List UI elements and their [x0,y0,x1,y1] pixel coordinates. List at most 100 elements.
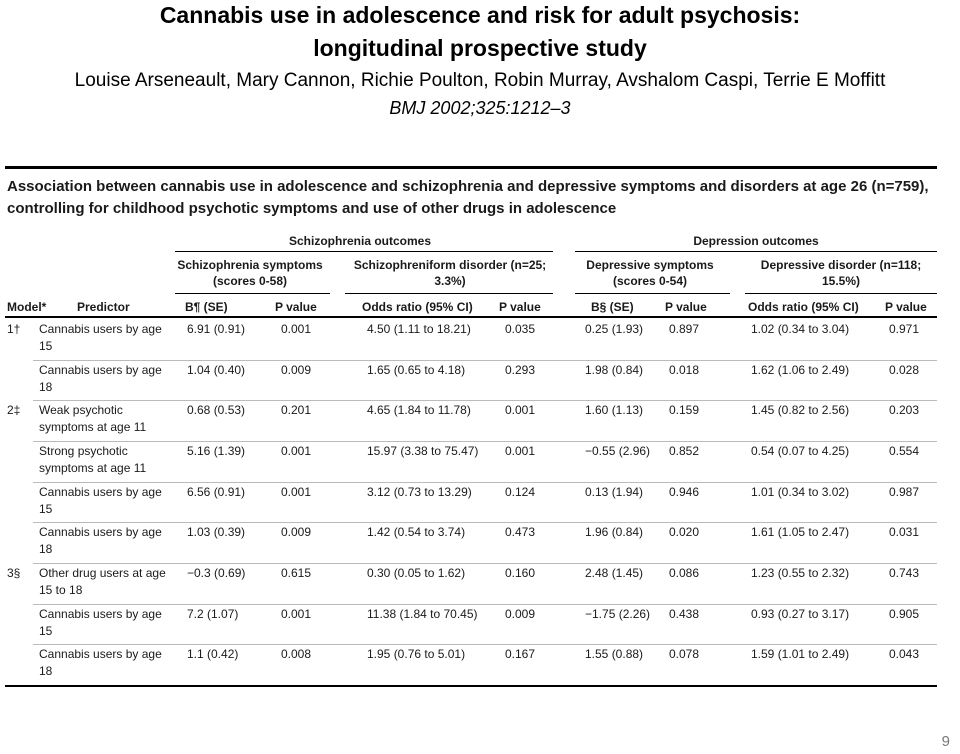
value-cell: 4.65 (1.84 to 11.78) [367,403,471,417]
value-cell: 0.009 [281,363,312,377]
table-top-rule [5,166,937,169]
value-cell: 0.167 [505,647,536,661]
value-cell: 0.001 [505,444,536,458]
predictor-cell: Cannabis users by age 18 [39,363,162,394]
value-cell: 5.16 (1.39) [187,444,246,458]
value-cell: 0.078 [669,647,700,661]
predictor-cell: Other drug users at age 15 to 18 [39,566,166,597]
row-separator [33,400,937,401]
column-header-b-se: B§ (SE) [591,300,634,314]
subheader-depressive-symptoms: Depressive symptoms (scores 0-54) [586,258,714,288]
predictor-cell: Cannabis users by age 15 [39,607,162,638]
value-cell: 0.001 [281,444,312,458]
column-header-odds-ratio: Odds ratio (95% CI) [362,300,473,314]
value-cell: 1.98 (0.84) [585,363,644,377]
value-cell: 6.91 (0.91) [187,322,246,336]
column-header-p-value: P value [275,300,317,314]
value-cell: 0.68 (0.53) [187,403,246,417]
value-cell: 0.438 [669,607,700,621]
value-cell: 0.30 (0.05 to 1.62) [367,566,466,580]
value-cell: −0.55 (2.96) [585,444,651,458]
subheader-rule [175,293,330,294]
column-header-b-se: B¶ (SE) [185,300,228,314]
value-cell: 0.473 [505,525,536,539]
predictor-cell: Cannabis users by age 15 [39,322,162,353]
value-cell: 0.13 (1.94) [585,485,644,499]
table-bottom-rule [5,685,937,687]
value-cell: 0.043 [889,647,920,661]
table-caption: Association between cannabis use in adol… [7,178,929,217]
value-cell: 1.59 (1.01 to 2.49) [751,647,850,661]
column-header-p-value: P value [885,300,927,314]
subheader-schizophreniform-disorder: Schizophreniform disorder (n=25; 3.3%) [353,258,547,288]
citation: BMJ 2002;325:1212–3 [389,98,571,118]
value-cell: 11.38 (1.84 to 70.45) [367,607,478,621]
value-cell: 0.028 [889,363,920,377]
value-cell: 1.95 (0.76 to 5.01) [367,647,466,661]
value-cell: 0.203 [889,403,920,417]
value-cell: 1.60 (1.13) [585,403,644,417]
value-cell: 0.124 [505,485,536,499]
predictor-cell: Cannabis users by age 18 [39,647,162,678]
column-header-p-value: P value [665,300,707,314]
column-header-odds-ratio: Odds ratio (95% CI) [748,300,859,314]
row-separator [33,644,937,645]
value-cell: 7.2 (1.07) [187,607,239,621]
value-cell: 0.001 [281,322,312,336]
value-cell: −0.3 (0.69) [187,566,246,580]
value-cell: 0.086 [669,566,700,580]
value-cell: 0.971 [889,322,920,336]
value-cell: 0.93 (0.27 to 3.17) [751,607,850,621]
value-cell: 6.56 (0.91) [187,485,246,499]
value-cell: 0.201 [281,403,312,417]
value-cell: 0.001 [281,607,312,621]
subheader-schizophrenia-symptoms: Schizophrenia symptoms (scores 0-58) [177,258,323,288]
column-header-p-value: P value [499,300,541,314]
value-cell: 0.018 [669,363,700,377]
subheader-rule [745,293,937,294]
value-cell: 0.852 [669,444,700,458]
value-cell: 0.159 [669,403,700,417]
subheader-rule [345,293,553,294]
value-cell: 0.001 [505,403,536,417]
predictor-cell: Strong psychotic symptoms at age 11 [39,444,147,475]
value-cell: 1.1 (0.42) [187,647,239,661]
row-separator [33,441,937,442]
value-cell: 0.001 [281,485,312,499]
value-cell: 0.009 [281,525,312,539]
row-separator [33,604,937,605]
predictor-cell: Weak psychotic symptoms at age 11 [39,403,147,434]
row-separator [33,563,937,564]
value-cell: 1.04 (0.40) [187,363,246,377]
value-cell: −1.75 (2.26) [585,607,651,621]
model-cell: 3§ [7,566,21,580]
header-rule [5,316,937,318]
value-cell: 0.160 [505,566,536,580]
value-cell: 1.65 (0.65 to 4.18) [367,363,466,377]
value-cell: 1.01 (0.34 to 3.02) [751,485,850,499]
value-cell: 0.987 [889,485,920,499]
group-rule-depression [575,251,937,252]
value-cell: 0.293 [505,363,536,377]
value-cell: 1.42 (0.54 to 3.74) [367,525,466,539]
value-cell: 0.897 [669,322,700,336]
value-cell: 0.25 (1.93) [585,322,644,336]
value-cell: 0.946 [669,485,700,499]
subheader-depressive-disorder: Depressive disorder (n=118; 15.5%) [760,258,922,288]
value-cell: 0.020 [669,525,700,539]
value-cell: 2.48 (1.45) [585,566,644,580]
group-header-depression: Depression outcomes [693,234,819,248]
author-list: Louise Arseneault, Mary Cannon, Richie P… [74,70,886,91]
value-cell: 0.905 [889,607,920,621]
model-cell: 2‡ [7,403,21,417]
value-cell: 4.50 (1.11 to 18.21) [367,322,471,336]
group-rule-schizophrenia [175,251,553,252]
row-separator [33,482,937,483]
value-cell: 1.23 (0.55 to 2.32) [751,566,850,580]
subheader-rule [575,293,730,294]
model-cell: 1† [7,322,21,336]
value-cell: 0.009 [505,607,536,621]
value-cell: 1.96 (0.84) [585,525,644,539]
value-cell: 0.54 (0.07 to 4.25) [751,444,850,458]
predictor-cell: Cannabis users by age 15 [39,485,162,516]
